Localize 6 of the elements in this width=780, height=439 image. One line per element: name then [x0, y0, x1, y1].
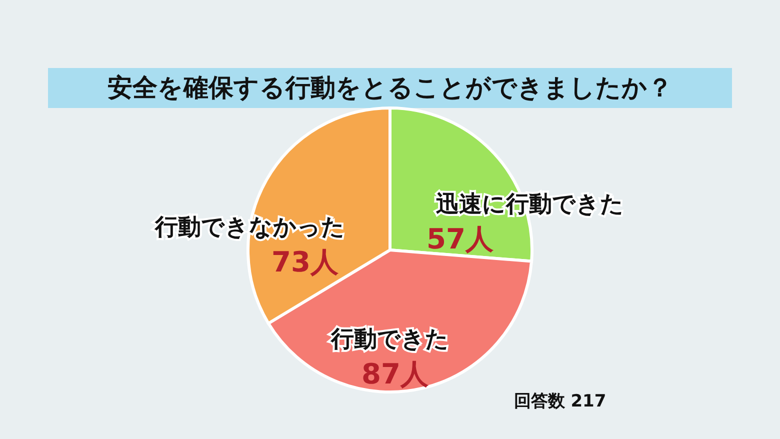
chart-title: 安全を確保する行動をとることができましたか？: [108, 72, 672, 102]
slice-label: 行動できた: [330, 326, 449, 352]
data-label: 57人: [426, 222, 494, 256]
text: 回答数 217: [514, 392, 606, 412]
data-label: 87人: [362, 358, 430, 391]
data-label: 73人: [272, 246, 340, 279]
